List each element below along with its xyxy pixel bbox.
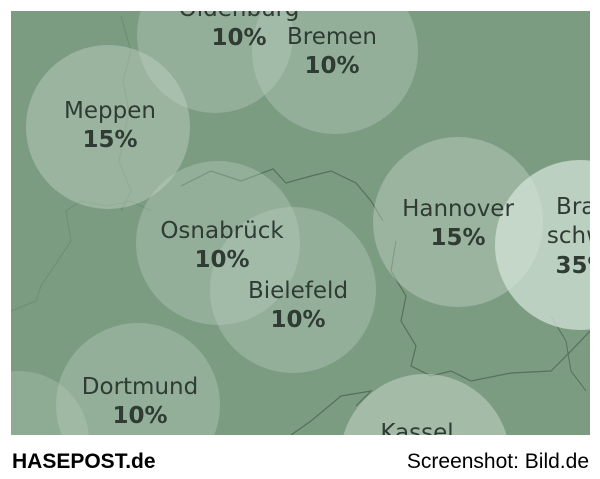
city-name: Hannover bbox=[402, 196, 514, 222]
city-percent: 10% bbox=[194, 247, 250, 274]
label-oldenburg: Oldenburg 10% bbox=[179, 11, 300, 52]
brand-label: HASEPOST.de bbox=[12, 450, 156, 473]
city-percent: 15% bbox=[82, 127, 138, 154]
city-percent: 15% bbox=[430, 225, 486, 252]
city-percent: 10% bbox=[270, 307, 326, 334]
city-name: Meppen bbox=[64, 98, 156, 124]
bubble-bielefeld[interactable] bbox=[210, 207, 376, 373]
label-kassel: Kassel bbox=[380, 420, 454, 435]
city-percent: 10% bbox=[211, 25, 267, 52]
label-braunschweig: Brau schwe 35% bbox=[546, 194, 590, 279]
city-percent: 10% bbox=[112, 403, 168, 430]
city-name: Dortmund bbox=[81, 374, 199, 400]
label-meppen: Meppen 15% bbox=[64, 98, 156, 154]
region-borders bbox=[11, 15, 590, 435]
source-credit: Screenshot: Bild.de bbox=[406, 450, 589, 473]
label-hannover: Hannover 15% bbox=[402, 196, 514, 252]
city-name: Osnabrück bbox=[160, 218, 284, 244]
label-osnabrueck: Osnabrück 10% bbox=[160, 218, 284, 274]
label-bielefeld: Bielefeld 10% bbox=[247, 278, 349, 334]
city-name-line-2: schwe bbox=[546, 223, 590, 250]
city-percent: 35% bbox=[555, 252, 590, 279]
bubble-osnabrueck[interactable] bbox=[136, 161, 300, 325]
city-name: Bremen bbox=[286, 24, 378, 50]
label-dortmund: Dortmund 10% bbox=[81, 374, 199, 430]
bubble-meppen[interactable] bbox=[26, 45, 190, 209]
image-footer: HASEPOST.de Screenshot: Bild.de bbox=[0, 440, 600, 479]
city-name: Bielefeld bbox=[247, 278, 349, 304]
city-name-line-1: Brau bbox=[556, 194, 590, 220]
percentage-bubble-map: Oldenburg 10% Bremen 10% Meppen 15% Osna… bbox=[11, 11, 590, 435]
city-percent: 10% bbox=[304, 53, 360, 80]
city-name: Oldenburg bbox=[179, 11, 300, 22]
label-bremen: Bremen 10% bbox=[286, 24, 378, 80]
city-name: Kassel bbox=[380, 420, 454, 435]
